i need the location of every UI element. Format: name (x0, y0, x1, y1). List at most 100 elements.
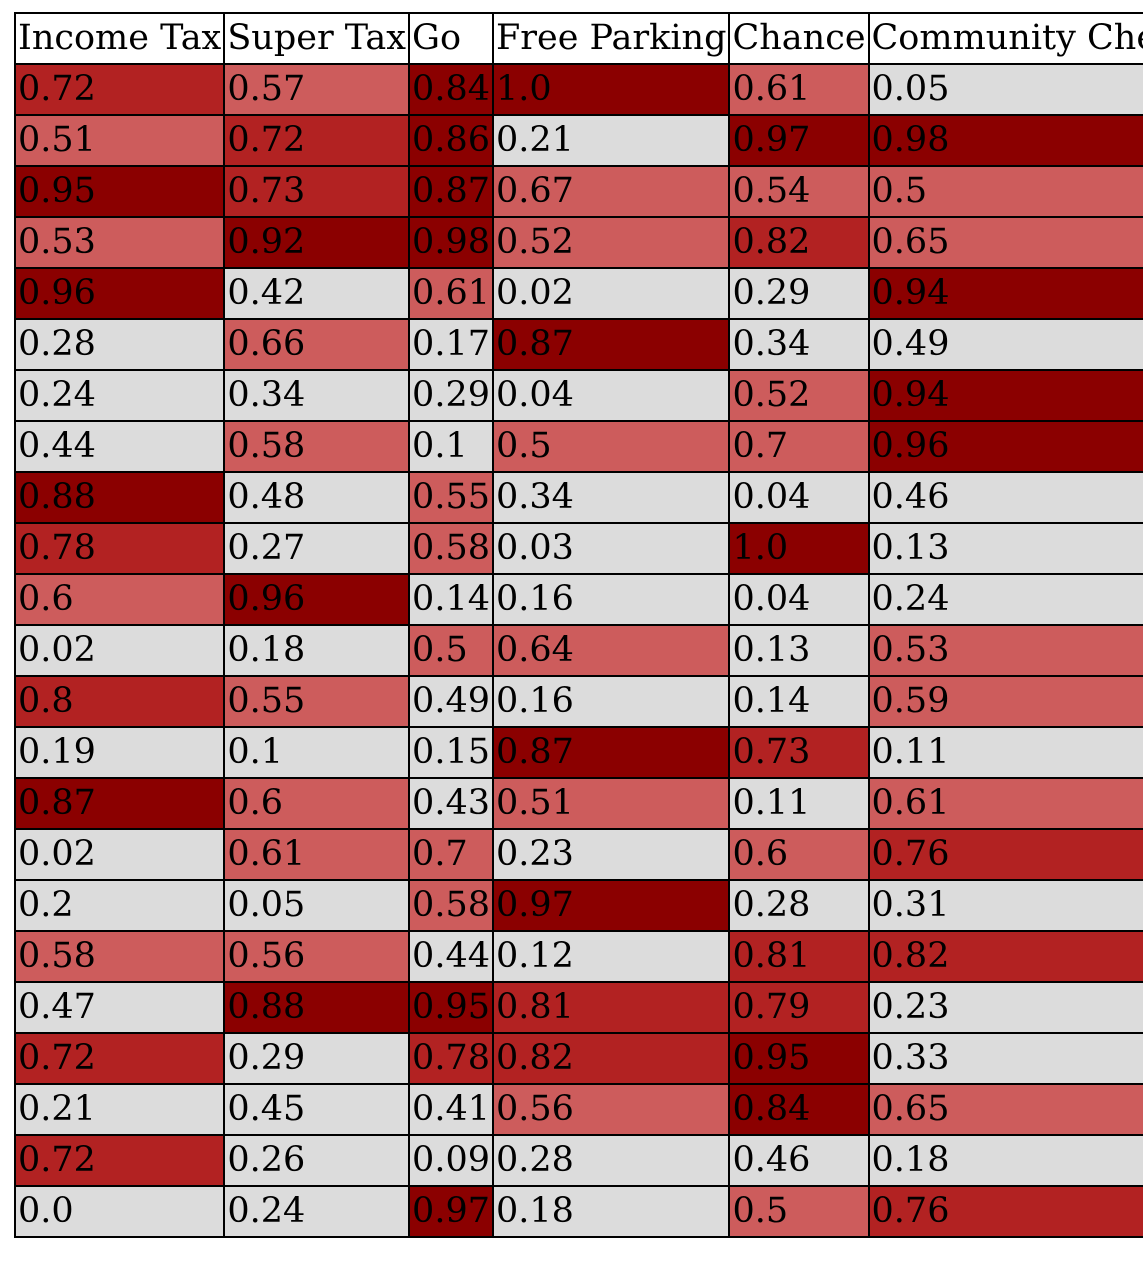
heatmap-cell: 0.98 (867, 114, 1143, 167)
heatmap-cell: 0.53 (867, 624, 1143, 677)
table-row: 0.87 0.6 0.43 0.51 0.11 0.61 (13, 777, 1143, 830)
heatmap-cell: 0.81 (728, 930, 870, 983)
heatmap-cell: 0.04 (491, 369, 731, 422)
heatmap-cell: 0.88 (13, 471, 226, 524)
heatmap-cell: 0.34 (223, 369, 411, 422)
table-row: 0.88 0.48 0.55 0.34 0.04 0.46 (13, 471, 1143, 524)
heatmap-cell: 0.78 (408, 1032, 494, 1085)
heatmap-cell: 0.67 (491, 165, 731, 218)
heatmap-cell: 0.29 (408, 369, 494, 422)
heatmap-cell: 0.53 (13, 216, 226, 269)
heatmap-cell: 0.05 (867, 63, 1143, 116)
heatmap-cell: 0.44 (13, 420, 226, 473)
heatmap-cell: 0.1 (408, 420, 494, 473)
heatmap-cell: 0.14 (728, 675, 870, 728)
heatmap-cell: 0.46 (728, 1134, 870, 1187)
heatmap-cell: 0.17 (408, 318, 494, 371)
heatmap-cell: 0.52 (491, 216, 731, 269)
heatmap-cell: 0.51 (491, 777, 731, 830)
heatmap-cell: 0.55 (408, 471, 494, 524)
column-header: Super Tax (223, 12, 411, 65)
heatmap-cell: 0.87 (13, 777, 226, 830)
heatmap-cell: 0.5 (867, 165, 1143, 218)
heatmap-cell: 0.52 (728, 369, 870, 422)
heatmap-cell: 0.21 (13, 1083, 226, 1136)
table-row: 0.53 0.92 0.98 0.52 0.82 0.65 (13, 216, 1143, 269)
heatmap-cell: 0.8 (13, 675, 226, 728)
heatmap-cell: 0.7 (408, 828, 494, 881)
table-row: 0.6 0.96 0.14 0.16 0.04 0.24 (13, 573, 1143, 626)
heatmap-cell: 0.02 (13, 828, 226, 881)
table-row: 0.8 0.55 0.49 0.16 0.14 0.59 (13, 675, 1143, 728)
heatmap-cell: 0.73 (728, 726, 870, 779)
heatmap-cell: 0.26 (223, 1134, 411, 1187)
table-row: 0.51 0.72 0.86 0.21 0.97 0.98 (13, 114, 1143, 167)
table-row: 0.95 0.73 0.87 0.67 0.54 0.5 (13, 165, 1143, 218)
heatmap-cell: 0.78 (13, 522, 226, 575)
heatmap-cell: 0.12 (491, 930, 731, 983)
table-row: 0.47 0.88 0.95 0.81 0.79 0.23 (13, 981, 1143, 1034)
heatmap-cell: 0.04 (728, 573, 870, 626)
heatmap-cell: 0.45 (223, 1083, 411, 1136)
heatmap-cell: 0.61 (867, 777, 1143, 830)
table-row: 0.72 0.29 0.78 0.82 0.95 0.33 (13, 1032, 1143, 1085)
heatmap-cell: 0.16 (491, 573, 731, 626)
table-row: 0.72 0.26 0.09 0.28 0.46 0.18 (13, 1134, 1143, 1187)
table-row: 0.02 0.18 0.5 0.64 0.13 0.53 (13, 624, 1143, 677)
heatmap-cell: 0.96 (223, 573, 411, 626)
heatmap-cell: 0.92 (223, 216, 411, 269)
table-header: Income Tax Super Tax Go Free Parking Chance C… (13, 12, 1143, 65)
heatmap-cell: 0.34 (728, 318, 870, 371)
heatmap-cell: 0.34 (491, 471, 731, 524)
table-row: 0.2 0.05 0.58 0.97 0.28 0.31 (13, 879, 1143, 932)
heatmap-cell: 0.84 (728, 1083, 870, 1136)
heatmap-cell: 0.94 (867, 369, 1143, 422)
heatmap-cell: 0.54 (728, 165, 870, 218)
heatmap-cell: 0.42 (223, 267, 411, 320)
heatmap-cell: 1.0 (728, 522, 870, 575)
table-row: 0.72 0.57 0.84 1.0 0.61 0.05 (13, 63, 1143, 116)
heatmap-cell: 0.21 (491, 114, 731, 167)
heatmap-cell: 0.95 (408, 981, 494, 1034)
heatmap-cell: 0.03 (491, 522, 731, 575)
heatmap-cell: 0.58 (408, 879, 494, 932)
table-row: 0.28 0.66 0.17 0.87 0.34 0.49 (13, 318, 1143, 371)
heatmap-cell: 0.58 (13, 930, 226, 983)
heatmap-cell: 0.58 (223, 420, 411, 473)
column-header: Income Tax (13, 12, 226, 65)
heatmap-cell: 0.82 (867, 930, 1143, 983)
heatmap-cell: 0.59 (867, 675, 1143, 728)
column-header: Go (408, 12, 494, 65)
heatmap-cell: 0.14 (408, 573, 494, 626)
heatmap-cell: 0.24 (867, 573, 1143, 626)
heatmap-cell: 0.97 (491, 879, 731, 932)
heatmap-cell: 0.41 (408, 1083, 494, 1136)
heatmap-cell: 0.44 (408, 930, 494, 983)
heatmap-cell: 0.49 (408, 675, 494, 728)
heatmap-cell: 0.23 (491, 828, 731, 881)
heatmap-cell: 0.23 (867, 981, 1143, 1034)
heatmap-cell: 0.76 (867, 828, 1143, 881)
heatmap-cell: 0.72 (13, 1032, 226, 1085)
table-row: 0.58 0.56 0.44 0.12 0.81 0.82 (13, 930, 1143, 983)
heatmap-cell: 0.66 (223, 318, 411, 371)
heatmap-cell: 1.0 (491, 63, 731, 116)
heatmap-cell: 0.28 (491, 1134, 731, 1187)
heatmap-cell: 0.87 (491, 726, 731, 779)
heatmap-cell: 0.02 (491, 267, 731, 320)
heatmap-cell: 0.2 (13, 879, 226, 932)
column-header: Free Parking (491, 12, 731, 65)
heatmap-cell: 0.51 (13, 114, 226, 167)
heatmap-cell: 0.55 (223, 675, 411, 728)
heatmap-cell: 0.49 (867, 318, 1143, 371)
heatmap-cell: 0.6 (13, 573, 226, 626)
heatmap-cell: 0.81 (491, 981, 731, 1034)
heatmap-cell: 0.97 (728, 114, 870, 167)
heatmap-cell: 0.97 (408, 1185, 494, 1238)
heatmap-cell: 0.82 (491, 1032, 731, 1085)
heatmap-cell: 0.46 (867, 471, 1143, 524)
table-row: 0.44 0.58 0.1 0.5 0.7 0.96 (13, 420, 1143, 473)
heatmap-cell: 0.1 (223, 726, 411, 779)
heatmap-cell: 0.28 (13, 318, 226, 371)
heatmap-cell: 0.05 (223, 879, 411, 932)
